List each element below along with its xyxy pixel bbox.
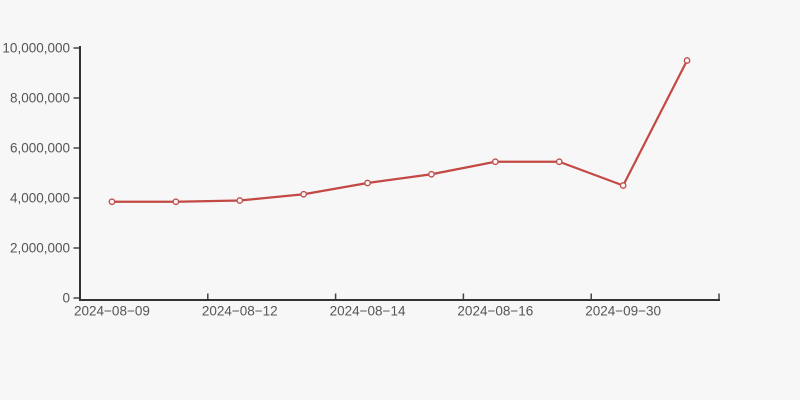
x-tick-label: 2024−08−16: [457, 304, 533, 319]
data-point-marker: [172, 198, 180, 206]
x-tick-label: 2024−08−12: [202, 304, 278, 319]
data-point-marker: [428, 170, 435, 178]
x-tick-label: 2024−09−30: [585, 304, 661, 319]
y-tick-label: 2,000,000: [10, 241, 70, 256]
data-point-marker: [683, 57, 691, 64]
y-tick-label: 6,000,000: [10, 141, 70, 156]
y-tick-label: 4,000,000: [10, 191, 70, 206]
x-tick-label: 2024−08−14: [330, 304, 406, 319]
data-point-marker: [364, 179, 371, 187]
y-tick-label: 10,000,000: [2, 41, 70, 56]
y-tick-label: 0: [62, 291, 70, 306]
data-point-marker: [491, 158, 499, 166]
data-point-marker: [300, 190, 307, 198]
data-point-marker: [236, 197, 244, 204]
y-tick-label: 8,000,000: [10, 91, 70, 106]
data-point-marker: [108, 198, 116, 206]
data-point-marker: [555, 158, 563, 166]
data-point-marker: [619, 182, 627, 189]
x-tick-label: 2024−08−09: [74, 304, 150, 319]
series-line: [110, 59, 689, 203]
